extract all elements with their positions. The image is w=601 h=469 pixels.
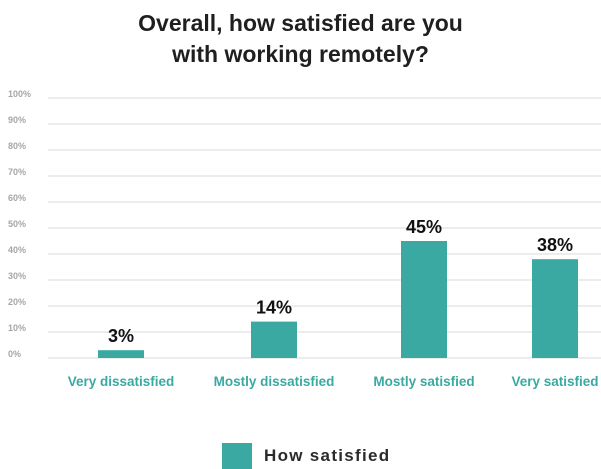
category-label: Mostly dissatisfied [214,374,335,389]
y-tick-label: 50% [8,219,26,229]
y-tick-label: 60% [8,193,26,203]
category-label: Very dissatisfied [68,374,175,389]
chart-title-line-2: with working remotely? [172,41,429,67]
legend-swatch [222,443,252,469]
chart-title: Overall, how satisfied are you with work… [0,8,601,70]
data-label: 38% [537,235,573,255]
y-tick-label: 30% [8,271,26,281]
bar [401,241,447,358]
data-label: 14% [256,298,292,318]
y-tick-label: 10% [8,323,26,333]
y-tick-label: 0% [8,349,21,359]
category-label: Very satisfied [511,374,598,389]
legend: How satisfied [222,443,390,469]
bar [251,321,297,358]
y-tick-label: 20% [8,297,26,307]
legend-label: How satisfied [264,446,391,465]
bar [98,350,144,358]
y-tick-label: 70% [8,167,26,177]
y-tick-label: 100% [8,89,31,99]
chart-title-line-1: Overall, how satisfied are you [138,10,463,36]
data-label: 3% [108,326,134,346]
y-tick-label: 80% [8,141,26,151]
data-label: 45% [406,217,442,237]
y-tick-label: 90% [8,115,26,125]
y-tick-label: 40% [8,245,26,255]
bar [532,259,578,358]
category-label: Mostly satisfied [373,374,474,389]
